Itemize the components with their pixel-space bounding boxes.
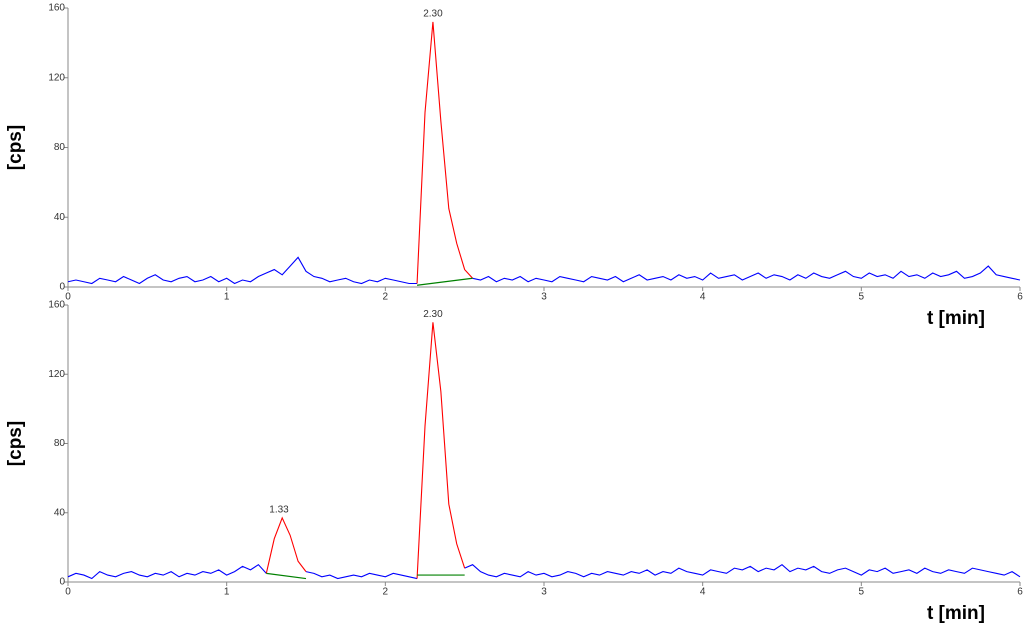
y-tick-label: 40 [54,212,66,223]
y-tick-label: 120 [48,72,65,83]
x-tick-label: 1 [224,587,230,598]
y-tick-label: 160 [48,3,65,14]
trace [416,21,474,284]
y-tick-label: 0 [59,282,65,293]
peak-baseline [266,572,307,580]
x-tick-label: 3 [541,587,547,598]
y-tick-label: 120 [48,369,65,380]
x-tick-label: 2 [383,292,389,303]
x-tick-label: 0 [65,292,71,303]
x-tick-label: 2 [383,587,389,598]
trace [67,563,1021,580]
x-tick-label: 5 [859,587,865,598]
y-tick-label: 80 [54,142,66,153]
x-tick-label: 0 [65,587,71,598]
peak-label: 1.33 [269,505,289,516]
y-axis-label: [cps] [5,125,26,170]
y-tick-label: 160 [48,300,65,311]
y-tick-label: 80 [54,438,66,449]
y-tick-label: 0 [59,577,65,588]
x-axis-label: t [min] [927,308,985,329]
peak-label: 2.30 [423,309,443,320]
x-axis-label: t [min] [927,603,985,624]
x-tick-label: 5 [859,292,865,303]
x-tick-label: 6 [1017,292,1023,303]
y-tick-label: 40 [54,507,66,518]
peak-baseline [416,277,473,286]
peak-label: 2.30 [423,9,443,20]
x-tick-label: 3 [541,292,547,303]
y-axis-label: [cps] [5,421,26,466]
x-tick-label: 4 [700,587,706,598]
x-tick-label: 6 [1017,587,1023,598]
x-tick-label: 4 [700,292,706,303]
trace [67,256,1021,285]
trace [265,322,466,579]
x-tick-label: 1 [224,292,230,303]
